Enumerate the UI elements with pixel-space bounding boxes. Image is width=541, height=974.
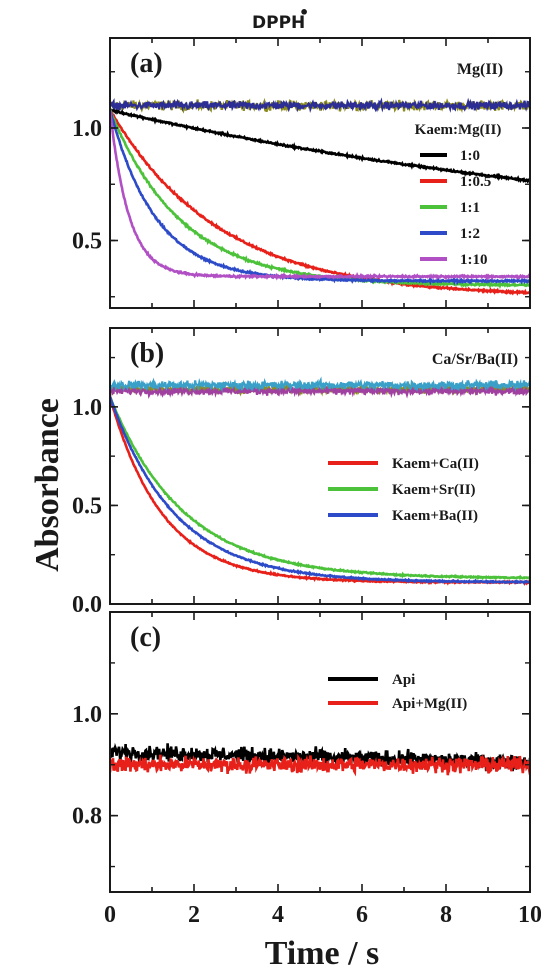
panel-label: (a) (130, 48, 163, 79)
x-tick-label: 8 (440, 902, 452, 928)
x-tick-label: 0 (104, 902, 116, 928)
background-trace-3 (111, 376, 529, 393)
series-line-1-0 (111, 108, 529, 184)
y-axis-label: Absorbance (29, 398, 66, 572)
panel-b: 1.00.50.0(b) Ca/Sr/Ba(II)Kaem+Ca(II)Kaem+… (72, 327, 531, 618)
legend-label: Api (392, 672, 415, 688)
x-tick-label: 2 (188, 902, 200, 928)
series-line-kaem-ba-ii- (111, 396, 529, 586)
series-line-kaem-sr-ii- (111, 396, 529, 581)
plot-area (111, 97, 529, 296)
title-superscript: • (299, 3, 309, 22)
legend-label: 1:2 (460, 226, 480, 242)
legend: Kaem+Ca(II) Kaem+Sr(II) Kaem+Ba(II) (328, 456, 479, 524)
legend-label: 1:1 (460, 200, 480, 216)
series-line-1-0-5 (111, 109, 529, 296)
panel-annotation: Mg(II) (457, 61, 503, 78)
legend: Kaem:Mg(II) 1:0 1:0.5 1:1 1:2 1:10 (415, 122, 502, 268)
x-axis-label: Time / s (265, 935, 380, 972)
background-trace-2 (111, 383, 529, 399)
legend: Api Api+Mg(II) (328, 672, 467, 712)
y-tick-label: 0.0 (72, 592, 102, 618)
series-line-1-2 (111, 109, 529, 286)
panel-annotation: Ca/Sr/Ba(II) (432, 351, 518, 368)
legend-label: 1:0.5 (460, 174, 491, 190)
series-line-1-10 (111, 110, 529, 281)
background-trace-2 (111, 97, 529, 114)
legend-label: Api+Mg(II) (392, 696, 467, 712)
y-tick-label: 0.5 (72, 493, 102, 519)
x-tick-label: 10 (518, 902, 541, 928)
x-tick-label: 6 (356, 902, 368, 928)
x-tick-label: 4 (272, 902, 284, 928)
legend-label: Kaem+Ca(II) (392, 456, 479, 472)
plot-area (111, 742, 529, 777)
legend-label: 1:10 (460, 252, 488, 268)
legend-title: Kaem:Mg(II) (415, 122, 502, 138)
panel-c: 1.0 0.8 (c) Api Api+Mg(II) (72, 611, 531, 893)
legend-label: 1:0 (460, 148, 480, 164)
plot-area (111, 376, 529, 586)
y-tick-label: 0.5 (72, 229, 102, 255)
panel-label: (c) (130, 622, 161, 653)
panel-a: 1.0 0.5 (a) Mg(II) Kaem:Mg(II) 1:0 1:0.5 1:1 1:2… (72, 37, 531, 309)
legend-label: Kaem+Ba(II) (392, 508, 478, 524)
title-text: DPPH (252, 13, 305, 33)
series-line-api-mg-ii- (111, 753, 529, 777)
y-tick-label: 1.0 (72, 116, 102, 142)
y-tick-label: 1.0 (72, 395, 102, 421)
y-tick-label: 1.0 (72, 702, 102, 728)
legend-label: Kaem+Sr(II) (392, 482, 476, 498)
y-tick-label: 0.8 (72, 804, 102, 830)
panel-label: (b) (130, 338, 164, 369)
figure-title: DPPH • (252, 3, 309, 33)
